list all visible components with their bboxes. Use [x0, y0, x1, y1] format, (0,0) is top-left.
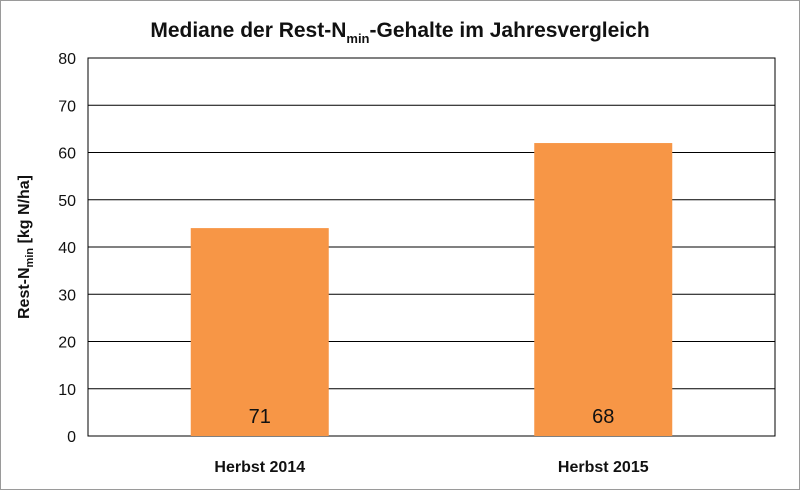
chart-title: Mediane der Rest-Nmin-Gehalte im Jahresv… [150, 19, 649, 46]
bar-data-label: 68 [592, 406, 614, 428]
y-axis-label-subscript: min [24, 248, 36, 268]
y-axis-label-main: Rest-N [16, 267, 33, 319]
y-axis-label-rest: [kg N/ha] [16, 175, 33, 248]
y-axis-ticks: 0 10 20 30 40 50 60 70 80 [58, 51, 76, 446]
y-tick-label: 0 [67, 429, 76, 446]
y-tick-label: 20 [58, 335, 76, 352]
bar-2 [534, 143, 673, 437]
y-axis-label: Rest-Nmin [kg N/ha] [16, 175, 36, 319]
bar-data-label: 71 [249, 406, 271, 428]
chart-title-subscript: min [346, 31, 369, 46]
bar-1 [190, 228, 329, 436]
y-tick-label: 70 [58, 98, 76, 115]
y-tick-label: 40 [58, 240, 76, 257]
y-tick-label: 80 [58, 51, 76, 68]
y-tick-label: 60 [58, 146, 76, 163]
y-tick-label: 10 [58, 382, 76, 399]
y-tick-label: 30 [58, 287, 76, 304]
x-category-label: Herbst 2014 [214, 459, 305, 476]
chart-title-main: Mediane der Rest-N [150, 19, 346, 42]
plot-area [87, 57, 776, 437]
bars: 71 68 [190, 143, 673, 437]
chart-title-rest: -Gehalte im Jahresvergleich [370, 19, 650, 42]
y-tick-label: 50 [58, 193, 76, 210]
x-category-label: Herbst 2015 [558, 459, 649, 476]
x-axis-categories: Herbst 2014 Herbst 2015 [214, 459, 648, 476]
